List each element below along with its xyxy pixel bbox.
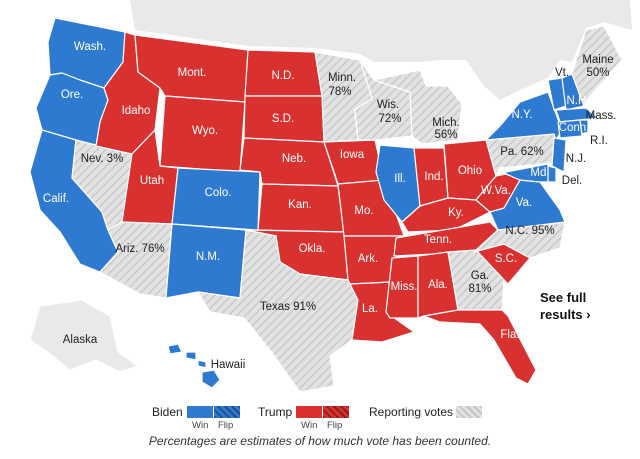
- label-california: Calif.: [43, 193, 69, 205]
- legend-biden-win-text: Win: [192, 420, 209, 431]
- state-rhode-island[interactable]: [579, 119, 589, 135]
- legend-reporting-label: Reporting votes: [369, 405, 454, 419]
- label-oklahoma: Okla.: [299, 243, 326, 255]
- legend-biden-flip-text: Flip: [218, 420, 234, 431]
- legend-trump-label: Trump: [258, 405, 293, 419]
- label-maine-pct: 50%: [586, 67, 609, 79]
- legend-trump-win-swatch: [296, 406, 322, 418]
- label-montana: Mont.: [178, 67, 207, 79]
- label-utah: Utah: [140, 175, 164, 187]
- label-georgia-name: Ga.: [471, 270, 490, 282]
- label-texas: Texas 91%: [260, 301, 316, 313]
- state-hawaii-island-3[interactable]: [197, 359, 207, 369]
- label-new-hampshire: N.H.: [567, 95, 590, 107]
- us-election-map: Wash. Ore. Calif. Nev. 3% Idaho Mont. Wy…: [29, 0, 632, 393]
- legend-biden-win-swatch: [187, 406, 213, 418]
- state-mississippi[interactable]: [385, 255, 419, 319]
- label-new-jersey: N.J.: [566, 153, 586, 165]
- label-georgia-pct: 81%: [468, 283, 491, 295]
- label-south-dakota: S.D.: [272, 113, 294, 125]
- state-arizona[interactable]: [99, 221, 173, 299]
- footnote: Percentages are estimates of how much vo…: [148, 434, 492, 448]
- label-new-mexico: N.M.: [196, 251, 220, 263]
- state-hawaii-island-2[interactable]: [185, 351, 197, 361]
- state-colorado[interactable]: [171, 167, 261, 231]
- label-wisconsin-name: Wis.: [377, 99, 399, 111]
- label-vermont: Vt.: [555, 67, 569, 79]
- map-legend: Biden Win Flip Trump Win Flip Reporting …: [0, 403, 640, 433]
- label-florida: Fla.: [500, 329, 519, 341]
- label-virginia: Va.: [516, 197, 532, 209]
- label-michigan-name: Mich.: [432, 117, 459, 129]
- label-idaho: Idaho: [122, 105, 151, 117]
- label-south-carolina: S.C.: [495, 253, 517, 265]
- see-full-results-line2: results ›: [540, 307, 591, 322]
- label-oregon: Ore.: [61, 89, 83, 101]
- label-minnesota-pct: 78%: [328, 86, 351, 98]
- label-michigan-pct: 56%: [434, 129, 457, 141]
- label-massachusetts: Mass.: [586, 110, 617, 122]
- label-missouri: Mo.: [354, 205, 373, 217]
- state-texas[interactable]: [197, 229, 359, 393]
- state-maryland[interactable]: [505, 163, 549, 183]
- legend-trump-flip-swatch: [323, 406, 349, 418]
- legend-trump-flip-text: Flip: [327, 420, 343, 431]
- canada-shape: [130, 0, 632, 100]
- state-hawaii-island-1[interactable]: [167, 343, 183, 355]
- legend-trump-win-text: Win: [301, 420, 318, 431]
- label-hawaii: Hawaii: [211, 359, 246, 371]
- see-full-results-line1: See full: [540, 290, 587, 305]
- state-florida[interactable]: [423, 309, 537, 385]
- legend-reporting-swatch: [456, 406, 482, 418]
- label-maryland: Md.: [530, 167, 549, 179]
- label-arkansas: Ark.: [358, 253, 378, 265]
- label-illinois: Ill.: [394, 173, 406, 185]
- state-connecticut[interactable]: [557, 119, 583, 139]
- label-colorado: Colo.: [205, 187, 232, 199]
- label-nevada: Nev. 3%: [81, 153, 124, 165]
- state-michigan[interactable]: [373, 69, 463, 145]
- label-alabama: Ala.: [428, 279, 448, 291]
- label-kentucky: Ky.: [448, 207, 464, 219]
- label-west-virginia: W.Va.: [481, 185, 511, 197]
- label-pennsylvania: Pa. 62%: [500, 146, 543, 158]
- legend-biden-label: Biden: [152, 405, 183, 419]
- label-mississippi: Miss.: [391, 281, 418, 293]
- state-new-york[interactable]: [485, 91, 563, 141]
- label-tennessee: Tenn.: [424, 234, 452, 246]
- label-louisiana: La.: [362, 303, 378, 315]
- state-alaska[interactable]: [29, 299, 139, 373]
- label-washington: Wash.: [74, 41, 106, 53]
- label-wyoming: Wyo.: [192, 125, 218, 137]
- see-full-results-link[interactable]: See full results ›: [540, 289, 630, 323]
- label-ohio: Ohio: [458, 165, 482, 177]
- label-arizona: Ariz. 76%: [115, 243, 164, 255]
- label-maine-name: Maine: [582, 54, 613, 66]
- label-indiana: Ind.: [424, 171, 443, 183]
- state-massachusetts[interactable]: [555, 107, 599, 123]
- label-rhode-island: R.I.: [590, 135, 608, 147]
- label-nebraska: Neb.: [282, 153, 306, 165]
- state-new-jersey[interactable]: [551, 137, 567, 173]
- state-maine[interactable]: [571, 25, 623, 107]
- label-iowa: Iowa: [340, 149, 365, 161]
- label-kansas: Kan.: [288, 199, 312, 211]
- label-connecticut: Conn.: [559, 122, 590, 134]
- label-delaware: Del.: [562, 175, 582, 187]
- label-wisconsin-pct: 72%: [378, 113, 401, 125]
- label-north-dakota: N.D.: [272, 70, 295, 82]
- label-alaska: Alaska: [63, 334, 98, 346]
- state-hawaii-island-4[interactable]: [201, 369, 221, 389]
- label-minnesota-name: Minn.: [328, 72, 356, 84]
- legend-biden-flip-swatch: [214, 406, 240, 418]
- label-new-york: N.Y.: [512, 109, 533, 121]
- label-north-carolina: N.C. 95%: [505, 225, 554, 237]
